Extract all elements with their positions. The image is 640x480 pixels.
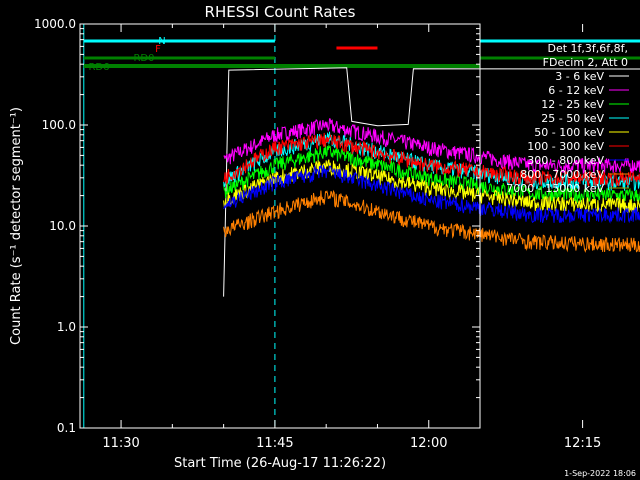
x-tick-label: 12:00 <box>410 436 447 451</box>
x-tick-label: 11:45 <box>256 436 293 451</box>
flag-label-f: F <box>155 44 161 55</box>
legend-entry-label: 25 - 50 keV <box>541 112 604 125</box>
series-line-3 <box>223 143 640 203</box>
legend: Det 1f,3f,6f,8f,FDecim 2, Att 03 - 6 keV… <box>506 42 629 195</box>
y-tick-label: 0.1 <box>57 421 76 435</box>
legend-entry-label: 7000 - 15000 keV <box>506 182 604 195</box>
x-tick-label: 12:15 <box>564 436 601 451</box>
flag-label-rd0: RD0 <box>133 53 154 64</box>
flag-label-n: N <box>158 36 165 47</box>
y-axis: 0.1 1.0 10.0 100.0 1000.0 <box>34 17 480 435</box>
legend-entry-label: 3 - 6 keV <box>555 70 604 83</box>
y-axis-label: Count Rate (s⁻¹ detector segment⁻¹) <box>9 107 24 345</box>
y-tick-label: 1000.0 <box>34 17 76 31</box>
chart-title: RHESSI Count Rates <box>205 3 356 21</box>
y-tick-label: 100.0 <box>42 118 76 132</box>
legend-entry-label: 50 - 100 keV <box>534 126 604 139</box>
x-tick-label: 11:30 <box>102 436 139 451</box>
x-axis-label: Start Time (26-Aug-17 11:26:22) <box>174 456 386 471</box>
series-line-7 <box>223 164 640 224</box>
legend-entry-label: 12 - 25 keV <box>541 98 604 111</box>
legend-header-line: Det 1f,3f,6f,8f, <box>547 42 628 55</box>
y-tick-label: 1.0 <box>57 320 76 334</box>
legend-entry-label: 300 - 800 keV <box>527 154 604 167</box>
legend-entry-label: 800 - 7000 keV <box>520 168 604 181</box>
flag-label-rd6: RD6 <box>88 62 109 73</box>
legend-entry-label: 100 - 300 keV <box>527 140 604 153</box>
legend-entry-label: 6 - 12 keV <box>548 84 604 97</box>
legend-header-line: FDecim 2, Att 0 <box>543 56 628 69</box>
series-line-8 <box>223 189 640 253</box>
series-line-6 <box>223 132 640 188</box>
series-line-1 <box>223 67 640 297</box>
series-line-2 <box>223 118 640 175</box>
y-tick-label: 10.0 <box>49 219 76 233</box>
timestamp-label: 1-Sep-2022 18:06 <box>564 469 636 478</box>
